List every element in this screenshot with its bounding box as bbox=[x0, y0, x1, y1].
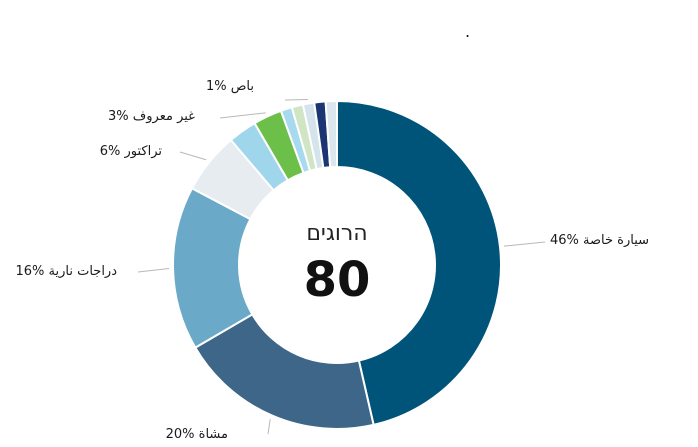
leader-line-5 bbox=[219, 112, 266, 119]
donut-slices bbox=[172, 99, 502, 430]
leader-line-2 bbox=[137, 267, 170, 273]
slice-label-1: 20% مشاة bbox=[166, 427, 228, 442]
slice-label-3: 6% تراكتور bbox=[100, 144, 163, 159]
slice-label-0: 46% سيارة خاصة bbox=[550, 233, 649, 248]
leader-line-1 bbox=[267, 419, 271, 435]
slice-label-2: 16% دراجات نارية bbox=[15, 264, 117, 279]
slice-label-8: 1% باص bbox=[206, 79, 254, 94]
donut-slice-10 bbox=[324, 99, 338, 169]
leader-lines bbox=[137, 99, 546, 435]
center-value: 80 bbox=[304, 252, 371, 308]
slice-labels: 46% سيارة خاصة 20% مشاة 16% دراجات نارية 6%… bbox=[15, 79, 649, 442]
slice-label-5: 3% غير معروف bbox=[108, 109, 195, 124]
center-title: הרוגים bbox=[306, 221, 367, 246]
leader-line-0 bbox=[503, 241, 546, 247]
top-dot-mark: . bbox=[465, 22, 471, 41]
donut-slice-0 bbox=[336, 99, 502, 427]
leader-line-3 bbox=[179, 151, 207, 161]
